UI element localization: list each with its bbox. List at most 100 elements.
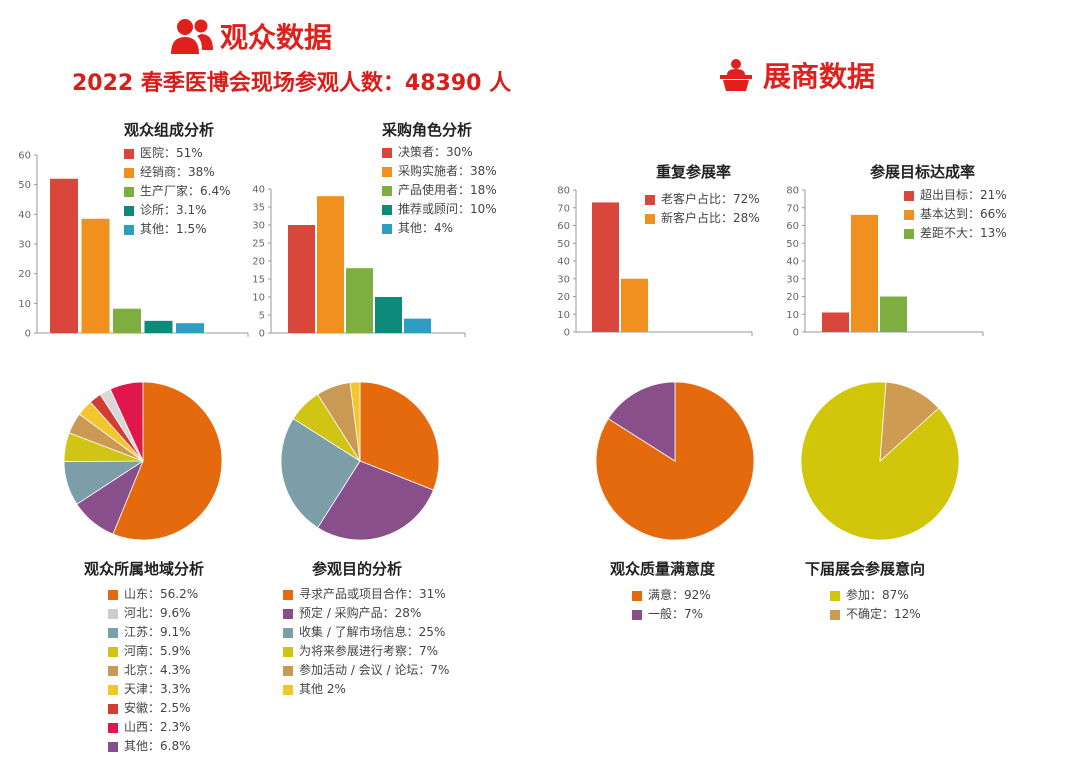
legend-swatch — [283, 665, 293, 676]
legend-item: 参加：87% — [830, 586, 921, 605]
legend-label: 其他：6.8% — [124, 739, 191, 753]
legend-swatch — [645, 213, 655, 224]
legend-label: 其他：4% — [398, 221, 454, 235]
composition-plot: 0 10 20 30 40 50 60 — [18, 151, 249, 340]
legend-label: 推荐或顾问：10% — [398, 202, 497, 216]
legend-label: 决策者：30% — [398, 145, 473, 159]
legend-item: 决策者：30% — [382, 143, 497, 162]
legend-swatch — [283, 646, 293, 657]
bar-4 — [375, 297, 402, 333]
satisfaction-chart-title: 观众质量满意度 — [610, 560, 716, 578]
y-tick-label: 80 — [786, 186, 799, 197]
legend-label: 超出目标：21% — [920, 188, 1007, 202]
legend-swatch — [108, 589, 118, 600]
legend-swatch — [124, 186, 134, 197]
legend-label: 基本达到：66% — [920, 207, 1007, 221]
y-tick-label: 30 — [252, 221, 265, 232]
y-tick-label: 60 — [18, 151, 31, 162]
pie-slice-3 — [280, 418, 361, 529]
y-tick-label: 10 — [252, 293, 265, 304]
legend-swatch — [830, 590, 840, 601]
exhibitor-booth-icon — [720, 59, 752, 91]
legend-swatch — [108, 722, 118, 733]
bar-1 — [288, 225, 315, 333]
legend-swatch — [632, 590, 642, 601]
legend-swatch — [382, 204, 392, 215]
bar-4 — [144, 320, 173, 333]
legend-swatch — [108, 608, 118, 619]
legend-label: 山西：2.3% — [124, 720, 191, 734]
audience-subtitle: 2022 春季医博会现场参观人数：48390 人 — [72, 71, 512, 96]
legend-label: 安徽：2.5% — [124, 701, 191, 715]
legend-label: 寻求产品或项目合作：31% — [299, 587, 446, 601]
legend-item: 推荐或顾问：10% — [382, 200, 497, 219]
legend-item: 预定 / 采购产品：28% — [283, 604, 449, 623]
y-tick-label: 10 — [557, 310, 570, 321]
legend-swatch — [283, 589, 293, 600]
bar-3 — [113, 308, 141, 333]
legend-label: 满意：92% — [648, 588, 711, 602]
legend-item: 安徽：2.5% — [108, 699, 198, 718]
legend-label: 一般：7% — [648, 607, 704, 621]
legend-label: 收集 / 了解市场信息：25% — [299, 625, 446, 639]
legend-item: 诊所：3.1% — [124, 201, 231, 220]
legend-label: 参加活动 / 会议 / 论坛：7% — [299, 663, 450, 677]
legend-swatch — [124, 205, 134, 216]
people-icon — [171, 19, 213, 54]
legend-label: 产品使用者：18% — [398, 183, 497, 197]
legend-label: 河南：5.9% — [124, 644, 191, 658]
legend-swatch — [108, 646, 118, 657]
y-tick-label: 50 — [557, 239, 570, 250]
legend-label: 医院：51% — [140, 146, 203, 160]
purpose-pie — [280, 381, 440, 541]
legend-item: 新客户占比：28% — [645, 209, 760, 228]
legend-label: 新客户占比：28% — [661, 211, 760, 225]
y-tick-label: 60 — [786, 221, 799, 232]
bar-2 — [621, 278, 648, 332]
repeat-rate-plot: 0 10 20 30 40 50 60 70 80 — [557, 186, 753, 339]
bar-3 — [346, 268, 373, 333]
legend-swatch — [108, 684, 118, 695]
legend-item: 老客户占比：72% — [645, 190, 760, 209]
legend-label: 为将来参展进行考察：7% — [299, 644, 439, 658]
y-tick-label: 5 — [259, 311, 265, 322]
legend-item: 差距不大：13% — [904, 224, 1007, 243]
composition-legend: 医院：51% 经销商：38% 生产厂家：6.4% 诊所：3.1% 其他：1.5% — [124, 144, 231, 239]
y-tick-label: 30 — [557, 274, 570, 285]
purchase-role-chart-title: 采购角色分析 — [382, 121, 473, 139]
y-tick-label: 30 — [18, 240, 31, 251]
legend-label: 河北：9.6% — [124, 606, 191, 620]
legend-swatch — [124, 167, 134, 178]
legend-swatch — [108, 741, 118, 752]
y-tick-label: 20 — [252, 257, 265, 268]
legend-swatch — [382, 166, 392, 177]
bar-5 — [404, 318, 431, 333]
legend-swatch — [108, 627, 118, 638]
satisfaction-pie — [595, 381, 755, 541]
legend-label: 其他 2% — [299, 682, 346, 696]
legend-item: 天津：3.3% — [108, 680, 198, 699]
y-tick-label: 70 — [557, 203, 570, 214]
next-intent-legend: 参加：87% 不确定：12% — [830, 586, 921, 624]
legend-item: 山西：2.3% — [108, 718, 198, 737]
legend-swatch — [904, 228, 914, 239]
purchase-role-legend: 决策者：30% 采购实施者：38% 产品使用者：18% 推荐或顾问：10% 其他：4% — [382, 143, 497, 238]
legend-item: 江苏：9.1% — [108, 623, 198, 642]
legend-label: 山东：56.2% — [124, 587, 199, 601]
legend-item: 为将来参展进行考察：7% — [283, 642, 449, 661]
satisfaction-legend: 满意：92% 一般：7% — [632, 586, 711, 624]
bar-1 — [592, 202, 619, 332]
y-tick-label: 40 — [252, 185, 265, 196]
legend-swatch — [124, 224, 134, 235]
legend-swatch — [632, 609, 642, 620]
pie-slice-2 — [607, 381, 676, 462]
purpose-chart-title: 参观目的分析 — [312, 560, 403, 578]
legend-swatch — [904, 190, 914, 201]
legend-label: 北京：4.3% — [124, 663, 191, 677]
legend-item: 山东：56.2% — [108, 585, 198, 604]
legend-item: 其他：6.8% — [108, 737, 198, 756]
legend-label: 天津：3.3% — [124, 682, 191, 696]
legend-item: 采购实施者：38% — [382, 162, 497, 181]
legend-swatch — [382, 185, 392, 196]
